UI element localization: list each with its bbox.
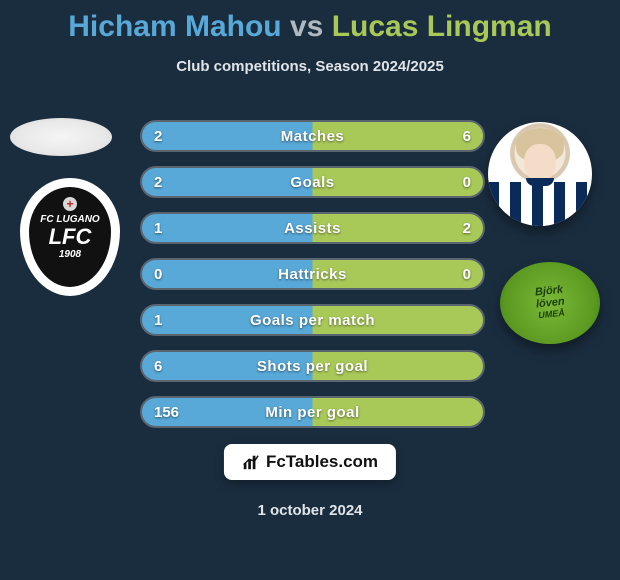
player2-avatar (488, 122, 592, 226)
player2-name: Lucas Lingman (332, 10, 552, 43)
subtitle: Club competitions, Season 2024/2025 (0, 58, 620, 75)
stat-row-min-per-goal: 156 Min per goal (140, 396, 485, 428)
stat-label: Goals per match (142, 306, 483, 334)
stat-row-goals-per-match: 1 Goals per match (140, 304, 485, 336)
stat-label: Matches (142, 122, 483, 150)
stat-right-value: 2 (463, 214, 471, 242)
stat-right-value: 6 (463, 122, 471, 150)
stat-right-value: 0 (463, 260, 471, 288)
stats-block: 2 Matches 6 2 Goals 0 1 Assists 2 0 Hatt… (140, 120, 485, 442)
stat-row-goals: 2 Goals 0 (140, 166, 485, 198)
stat-row-shots-per-goal: 6 Shots per goal (140, 350, 485, 382)
player2-club-badge: Björk löven UMEÅ (500, 262, 600, 344)
player1-avatar (10, 118, 112, 156)
stat-label: Goals (142, 168, 483, 196)
stat-label: Assists (142, 214, 483, 242)
badge-left-text: FC LUGANO LFC 1908 (40, 214, 99, 260)
date-label: 1 october 2024 (0, 502, 620, 519)
stat-label: Hattricks (142, 260, 483, 288)
chart-icon (242, 453, 260, 471)
stat-right-value: 0 (463, 168, 471, 196)
stat-row-hattricks: 0 Hattricks 0 (140, 258, 485, 290)
player1-name: Hicham Mahou (68, 10, 281, 43)
comparison-title: Hicham Mahou vs Lucas Lingman (0, 0, 620, 44)
stat-row-matches: 2 Matches 6 (140, 120, 485, 152)
stat-label: Min per goal (142, 398, 483, 426)
shield-icon: FC LUGANO LFC 1908 (20, 178, 120, 296)
stat-label: Shots per goal (142, 352, 483, 380)
swiss-cross-icon (63, 197, 77, 211)
stat-row-assists: 1 Assists 2 (140, 212, 485, 244)
badge-right-text: Björk löven UMEÅ (534, 284, 566, 321)
vs-text: vs (290, 10, 323, 43)
site-name: FcTables.com (266, 452, 378, 472)
player1-club-badge: FC LUGANO LFC 1908 (20, 178, 120, 296)
site-badge[interactable]: FcTables.com (224, 444, 396, 480)
